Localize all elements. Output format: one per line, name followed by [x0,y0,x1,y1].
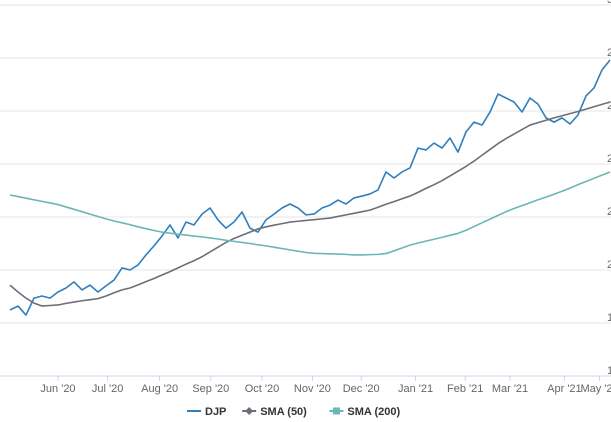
legend-label: SMA (200) [347,406,400,418]
legend-item[interactable]: SMA (200) [329,406,401,418]
x-tick-label: Mar '21 [492,383,528,395]
series-line [9,101,611,307]
legend-marker [332,407,340,415]
legend-item[interactable]: SMA (50) [242,406,307,418]
y-tick-label: 20 [607,259,611,271]
x-tick-label: Sep '20 [192,383,229,395]
x-tick-label: Dec '20 [343,383,380,395]
y-tick-label: 22 [607,206,611,218]
series-line [9,59,611,316]
y-tick-label: 24 [607,153,611,165]
y-tick-label: 26 [607,100,611,112]
x-tick-label: Feb '21 [447,383,483,395]
x-tick-label: Jul '20 [92,383,123,395]
legend-label: DJP [205,406,226,418]
x-tick-label: Jan '21 [398,383,433,395]
legend-marker [245,407,254,415]
y-tick-label: 16 [607,365,611,377]
legend-item[interactable]: DJP [187,406,226,418]
y-tick-label: 30 [607,0,611,6]
x-tick-label: Aug '20 [141,383,178,395]
x-tick-label: Nov '20 [294,383,331,395]
y-tick-label: 28 [607,47,611,59]
x-tick-label: Apr '21 [547,383,582,395]
x-tick-label: Jun '20 [40,383,75,395]
y-tick-label: 18 [607,312,611,324]
x-tick-label: Oct '20 [245,383,280,395]
legend-label: SMA (50) [260,406,307,418]
x-tick-label: May '21 [581,383,611,395]
legend: DJP SMA (50) SMA (200) [187,406,401,418]
series-line [9,171,611,256]
